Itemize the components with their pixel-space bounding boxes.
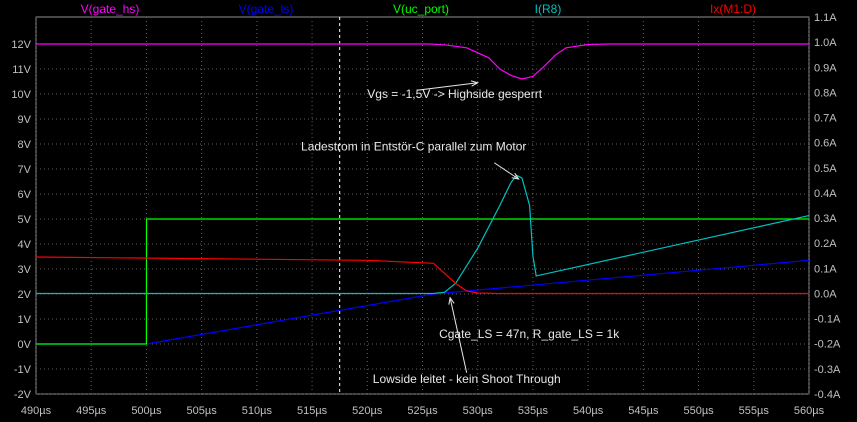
y-left-tick-label: 2V <box>18 289 32 301</box>
y-left-tick-label: 1V <box>18 314 32 326</box>
annotation-text: Lowside leitet - kein Shoot Through <box>373 372 561 386</box>
y-left-tick-label: 10V <box>11 89 31 101</box>
y-axis-right-ticks: 1.1A 1.0A 0.9A 0.8A 0.7A 0.6A 0.5A 0.4A 0.3A 0.2A… <box>814 12 841 401</box>
annotation-arrowhead <box>448 296 455 305</box>
y-right-tick-label: -0.4A <box>814 389 841 401</box>
annotation-text: Cgate_LS = 47n, R_gate_LS = 1k <box>439 327 620 341</box>
y-left-tick-label: 3V <box>18 264 32 276</box>
annotation-arrow <box>449 297 468 373</box>
trace-v-uc-port- <box>36 218 809 345</box>
legend: V(gate_hs) V(gate_ls) V(uc_port) I(R8) Ix(M1… <box>81 2 756 16</box>
x-tick-label: 530µs <box>463 405 494 417</box>
y-left-tick-label: 5V <box>18 214 32 226</box>
traces <box>35 43 810 345</box>
y-left-tick-label: 0V <box>18 339 32 351</box>
legend-entry[interactable]: I(R8) <box>535 2 562 16</box>
trace-i-r8- <box>36 174 810 295</box>
x-tick-label: 555µs <box>739 405 770 417</box>
x-tick-label: 500µs <box>131 405 162 417</box>
x-tick-label: 520µs <box>352 405 383 417</box>
y-right-tick-label: 0.3A <box>814 213 837 225</box>
legend-entry[interactable]: V(gate_ls) <box>239 2 294 16</box>
y-right-tick-label: 0.4A <box>814 188 837 200</box>
x-axis-ticks: 490µs 495µs 500µs 505µs 510µs 515µs 520µs 525µs… <box>21 405 825 417</box>
y-right-tick-label: 0.0A <box>814 288 837 300</box>
y-left-tick-label: 6V <box>18 189 32 201</box>
y-left-tick-label: 7V <box>18 164 32 176</box>
x-tick-label: 545µs <box>628 405 659 417</box>
trace-v-gate-hs- <box>36 43 809 80</box>
y-right-tick-label: 0.1A <box>814 263 837 275</box>
y-right-tick-label: 0.6A <box>814 138 837 150</box>
annotation-text: Ladestrom in Entstör-C parallel zum Moto… <box>301 139 526 153</box>
x-tick-label: 495µs <box>76 405 107 417</box>
y-right-tick-label: 0.2A <box>814 238 837 250</box>
trace-ix-m1-d- <box>35 256 809 295</box>
x-tick-label: 540µs <box>573 405 604 417</box>
y-left-tick-label: 9V <box>18 114 32 126</box>
x-tick-label: 515µs <box>297 405 328 417</box>
annotations: Vgs = -1,5V -> Highside gesperrt Ladestro… <box>301 80 620 386</box>
y-left-tick-label: 12V <box>11 39 31 51</box>
x-tick-label: 490µs <box>21 405 52 417</box>
x-tick-label: 510µs <box>242 405 273 417</box>
legend-entry[interactable]: V(gate_hs) <box>81 2 140 16</box>
x-tick-label: 505µs <box>187 405 218 417</box>
y-right-tick-label: -0.3A <box>814 364 841 376</box>
y-right-tick-label: -0.2A <box>814 339 841 351</box>
y-left-tick-label: 8V <box>18 139 32 151</box>
y-right-tick-label: 1.0A <box>814 37 837 49</box>
y-right-tick-label: 0.5A <box>814 163 837 175</box>
y-left-tick-label: 11V <box>12 64 31 76</box>
y-right-tick-label: 0.9A <box>814 62 837 74</box>
y-axis-left-ticks: 12V 11V 10V 9V 8V 7V 6V 5V 4V 3V 2V 1V 0V -1V -2V <box>11 39 31 401</box>
annotation-arrowhead <box>470 80 479 87</box>
y-left-tick-label: -1V <box>14 364 32 376</box>
annotation-arrow <box>494 162 519 180</box>
x-tick-label: 550µs <box>683 405 714 417</box>
legend-entry[interactable]: Ix(M1:D) <box>710 2 756 16</box>
y-left-tick-label: -2V <box>14 389 32 401</box>
x-tick-label: 525µs <box>407 405 438 417</box>
annotation-text: Vgs = -1,5V -> Highside gesperrt <box>367 87 542 101</box>
annotation-arrowhead <box>511 172 520 180</box>
y-right-tick-label: 1.1A <box>814 12 837 24</box>
y-right-tick-label: -0.1A <box>814 314 841 326</box>
y-right-tick-label: 0.7A <box>814 113 837 125</box>
x-tick-label: 535µs <box>518 405 549 417</box>
annotation-arrow <box>416 82 478 91</box>
legend-entry[interactable]: V(uc_port) <box>393 2 449 16</box>
y-left-tick-label: 4V <box>18 239 32 251</box>
x-tick-label: 560µs <box>794 405 825 417</box>
y-right-tick-label: 0.8A <box>814 87 837 99</box>
